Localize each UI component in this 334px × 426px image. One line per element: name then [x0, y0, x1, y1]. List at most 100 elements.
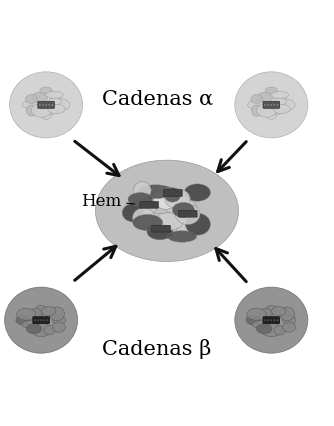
- Ellipse shape: [49, 98, 61, 106]
- Ellipse shape: [262, 323, 281, 337]
- Ellipse shape: [271, 92, 289, 99]
- Ellipse shape: [50, 307, 64, 321]
- Ellipse shape: [31, 104, 52, 118]
- Ellipse shape: [172, 203, 194, 218]
- FancyBboxPatch shape: [263, 102, 280, 109]
- FancyBboxPatch shape: [33, 317, 49, 324]
- FancyBboxPatch shape: [164, 190, 182, 197]
- Ellipse shape: [122, 204, 144, 222]
- Circle shape: [40, 320, 42, 321]
- Circle shape: [267, 320, 269, 321]
- Ellipse shape: [40, 108, 52, 120]
- Ellipse shape: [10, 73, 82, 138]
- Ellipse shape: [165, 190, 190, 209]
- Ellipse shape: [133, 208, 155, 228]
- Ellipse shape: [52, 316, 66, 325]
- Ellipse shape: [269, 108, 284, 115]
- Ellipse shape: [52, 322, 65, 333]
- Ellipse shape: [22, 101, 41, 110]
- Ellipse shape: [40, 88, 52, 96]
- Ellipse shape: [147, 224, 173, 240]
- Ellipse shape: [175, 204, 200, 225]
- Ellipse shape: [153, 213, 183, 231]
- Ellipse shape: [31, 323, 51, 337]
- Ellipse shape: [26, 106, 37, 117]
- Ellipse shape: [134, 182, 151, 200]
- Ellipse shape: [138, 185, 173, 199]
- Ellipse shape: [96, 161, 238, 262]
- Circle shape: [271, 320, 272, 321]
- Ellipse shape: [164, 188, 181, 203]
- Ellipse shape: [275, 98, 287, 106]
- FancyBboxPatch shape: [140, 202, 158, 209]
- Ellipse shape: [283, 316, 296, 325]
- Ellipse shape: [280, 307, 295, 321]
- Ellipse shape: [260, 308, 272, 319]
- Circle shape: [274, 105, 275, 106]
- Ellipse shape: [257, 104, 277, 118]
- Ellipse shape: [41, 307, 56, 316]
- Circle shape: [51, 105, 53, 106]
- Ellipse shape: [273, 105, 290, 114]
- Circle shape: [45, 105, 47, 106]
- Ellipse shape: [246, 316, 260, 325]
- Ellipse shape: [43, 108, 59, 115]
- Ellipse shape: [235, 73, 308, 138]
- Circle shape: [43, 320, 45, 321]
- Ellipse shape: [30, 308, 42, 319]
- Ellipse shape: [133, 215, 163, 231]
- Ellipse shape: [272, 307, 286, 316]
- Ellipse shape: [17, 308, 36, 320]
- Circle shape: [274, 320, 275, 321]
- Circle shape: [264, 320, 266, 321]
- Ellipse shape: [275, 100, 295, 112]
- Ellipse shape: [186, 214, 210, 236]
- Ellipse shape: [5, 288, 77, 353]
- Ellipse shape: [274, 326, 286, 335]
- Ellipse shape: [16, 316, 30, 325]
- Circle shape: [48, 105, 50, 106]
- Text: Cadenas α: Cadenas α: [102, 89, 213, 109]
- Ellipse shape: [26, 95, 37, 104]
- Circle shape: [42, 105, 44, 106]
- Circle shape: [271, 105, 272, 106]
- Ellipse shape: [235, 288, 308, 353]
- Ellipse shape: [247, 308, 266, 320]
- Ellipse shape: [265, 88, 278, 96]
- Circle shape: [34, 320, 36, 321]
- Ellipse shape: [132, 200, 157, 215]
- Ellipse shape: [257, 324, 272, 334]
- Ellipse shape: [167, 231, 197, 243]
- Ellipse shape: [26, 324, 42, 334]
- Ellipse shape: [176, 215, 196, 239]
- Circle shape: [37, 320, 39, 321]
- Ellipse shape: [252, 321, 269, 328]
- Circle shape: [39, 105, 41, 106]
- Ellipse shape: [22, 321, 39, 328]
- Ellipse shape: [252, 106, 263, 117]
- Ellipse shape: [128, 193, 153, 207]
- Ellipse shape: [49, 100, 70, 112]
- Ellipse shape: [266, 305, 277, 315]
- Ellipse shape: [45, 92, 63, 99]
- FancyBboxPatch shape: [38, 102, 54, 109]
- Ellipse shape: [251, 95, 263, 104]
- Ellipse shape: [32, 93, 48, 103]
- Circle shape: [277, 320, 279, 321]
- Ellipse shape: [247, 101, 266, 110]
- Ellipse shape: [266, 108, 277, 120]
- Ellipse shape: [44, 326, 55, 335]
- Ellipse shape: [283, 322, 296, 333]
- Ellipse shape: [153, 187, 178, 210]
- Text: Cadenas β: Cadenas β: [103, 339, 212, 358]
- Ellipse shape: [165, 199, 196, 216]
- Circle shape: [277, 105, 279, 106]
- Circle shape: [264, 105, 266, 106]
- Circle shape: [267, 105, 269, 106]
- FancyBboxPatch shape: [152, 226, 170, 233]
- FancyBboxPatch shape: [263, 317, 280, 324]
- FancyBboxPatch shape: [179, 211, 197, 218]
- Ellipse shape: [48, 105, 65, 114]
- Circle shape: [46, 320, 48, 321]
- Ellipse shape: [184, 184, 210, 202]
